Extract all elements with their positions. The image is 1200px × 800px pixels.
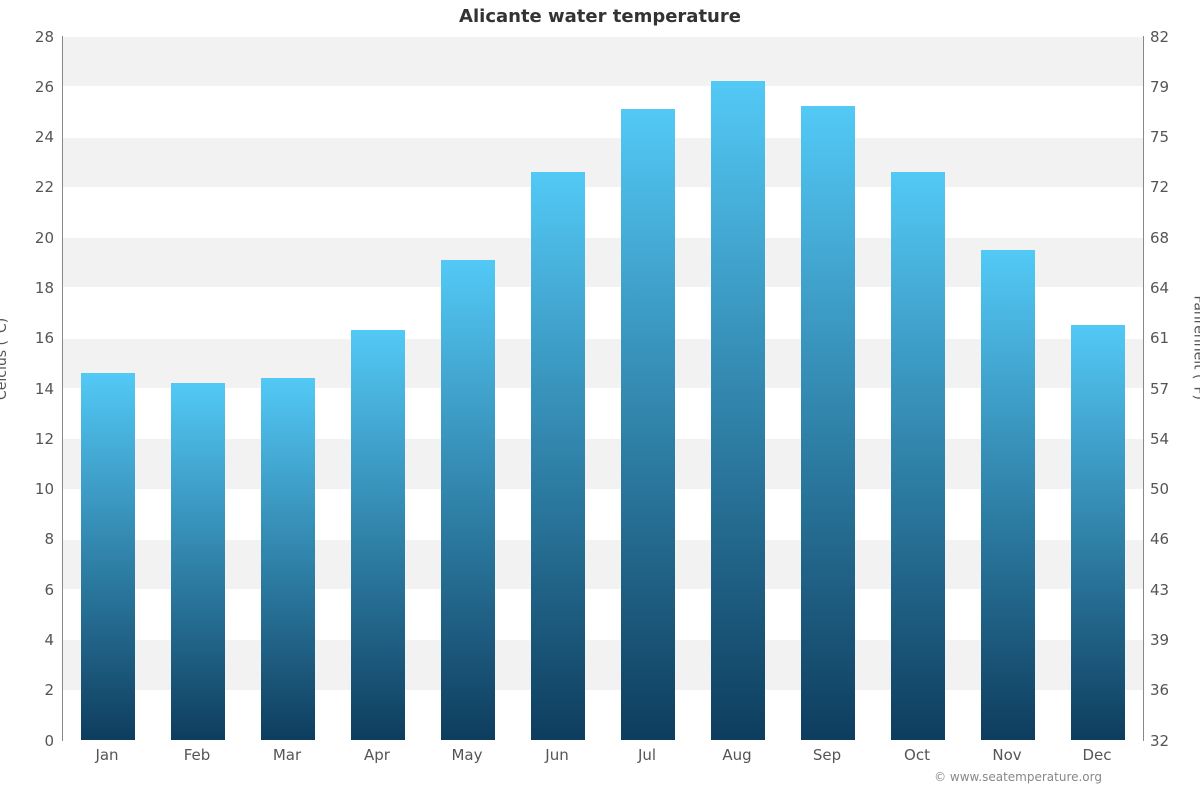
y-tick-celsius: 6	[20, 581, 54, 599]
x-tick-month: Jun	[512, 746, 602, 764]
y-tick-fahrenheit: 72	[1150, 178, 1184, 196]
bar	[171, 383, 225, 740]
bar-fill	[711, 81, 765, 740]
x-tick-month: Jul	[602, 746, 692, 764]
y-tick-fahrenheit: 43	[1150, 581, 1184, 599]
grid-line	[63, 137, 1143, 138]
y-tick-celsius: 22	[20, 178, 54, 196]
y-tick-celsius: 8	[20, 530, 54, 548]
bar-fill	[801, 106, 855, 740]
x-tick-month: Nov	[962, 746, 1052, 764]
bar-fill	[891, 172, 945, 740]
bar-fill	[81, 373, 135, 740]
y-tick-celsius: 0	[20, 732, 54, 750]
y-tick-celsius: 4	[20, 631, 54, 649]
x-tick-month: May	[422, 746, 512, 764]
y-tick-celsius: 16	[20, 329, 54, 347]
grid-line	[63, 86, 1143, 87]
y-tick-fahrenheit: 75	[1150, 128, 1184, 146]
chart-title: Alicante water temperature	[0, 6, 1200, 27]
plot-area	[62, 36, 1144, 741]
y-tick-fahrenheit: 57	[1150, 380, 1184, 398]
x-tick-month: Aug	[692, 746, 782, 764]
bar	[351, 330, 405, 740]
bar-fill	[621, 109, 675, 740]
grid-line	[63, 237, 1143, 238]
bar	[621, 109, 675, 740]
y-tick-celsius: 28	[20, 28, 54, 46]
grid-line	[63, 36, 1143, 37]
y-tick-celsius: 26	[20, 78, 54, 96]
bar-fill	[351, 330, 405, 740]
y-tick-fahrenheit: 82	[1150, 28, 1184, 46]
bar	[711, 81, 765, 740]
y-tick-fahrenheit: 61	[1150, 329, 1184, 347]
water-temperature-chart: Alicante water temperature Celcius (°C) …	[0, 0, 1200, 800]
x-tick-month: Mar	[242, 746, 332, 764]
y-tick-fahrenheit: 32	[1150, 732, 1184, 750]
y-tick-fahrenheit: 36	[1150, 681, 1184, 699]
grid-band	[63, 137, 1143, 187]
bar-fill	[531, 172, 585, 740]
x-tick-month: Apr	[332, 746, 422, 764]
y-tick-fahrenheit: 39	[1150, 631, 1184, 649]
y-axis-label-celsius: Celcius (°C)	[0, 318, 10, 400]
y-tick-celsius: 20	[20, 229, 54, 247]
y-tick-celsius: 10	[20, 480, 54, 498]
bar	[1071, 325, 1125, 740]
credit-text: © www.seatemperature.org	[934, 770, 1102, 784]
bar	[531, 172, 585, 740]
x-tick-month: Dec	[1052, 746, 1142, 764]
bar	[801, 106, 855, 740]
y-tick-fahrenheit: 79	[1150, 78, 1184, 96]
x-tick-month: Sep	[782, 746, 872, 764]
y-tick-fahrenheit: 64	[1150, 279, 1184, 297]
y-tick-fahrenheit: 68	[1150, 229, 1184, 247]
x-tick-month: Oct	[872, 746, 962, 764]
grid-line	[63, 740, 1143, 741]
y-axis-label-fahrenheit: Fahrenheit (°F)	[1190, 296, 1200, 400]
bar-fill	[261, 378, 315, 740]
y-tick-celsius: 18	[20, 279, 54, 297]
bar	[81, 373, 135, 740]
y-tick-fahrenheit: 54	[1150, 430, 1184, 448]
bar	[891, 172, 945, 740]
x-tick-month: Jan	[62, 746, 152, 764]
bar-fill	[441, 260, 495, 740]
bar-fill	[1071, 325, 1125, 740]
y-tick-fahrenheit: 46	[1150, 530, 1184, 548]
grid-band	[63, 36, 1143, 86]
y-tick-fahrenheit: 50	[1150, 480, 1184, 498]
y-tick-celsius: 2	[20, 681, 54, 699]
y-tick-celsius: 14	[20, 380, 54, 398]
bar	[261, 378, 315, 740]
bar-fill	[171, 383, 225, 740]
x-tick-month: Feb	[152, 746, 242, 764]
bar	[441, 260, 495, 740]
y-tick-celsius: 12	[20, 430, 54, 448]
bar-fill	[981, 250, 1035, 740]
y-tick-celsius: 24	[20, 128, 54, 146]
grid-line	[63, 187, 1143, 188]
bar	[981, 250, 1035, 740]
